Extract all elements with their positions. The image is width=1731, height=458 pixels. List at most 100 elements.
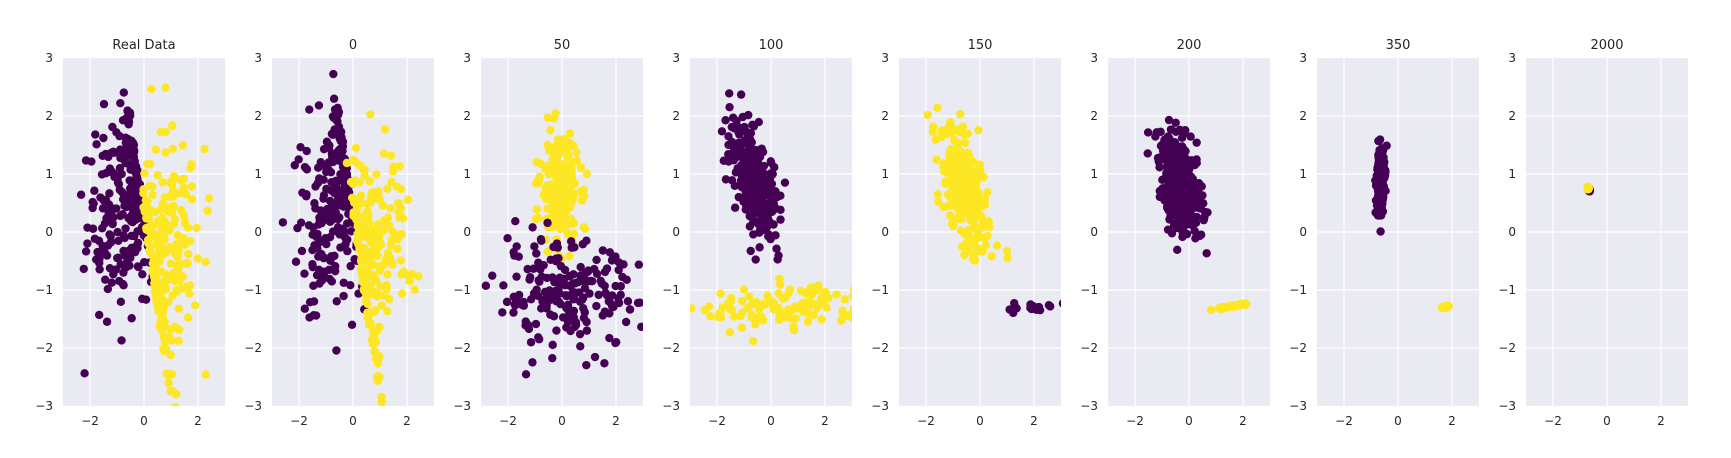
y-tick-label: −1 [1289,283,1307,297]
y-tick-label: 1 [1508,167,1516,181]
x-tick-label: 0 [1603,414,1611,428]
subplot-7: 2000 3 2 1 0 −1 −2 −3 −2 0 2 [1498,0,1731,458]
y-tick-label: −2 [662,341,680,355]
scatter-plot-area [1526,58,1688,406]
scatter-plot-area [63,58,225,406]
x-tick-label: 2 [1657,414,1665,428]
subplot-5: 200 3 2 1 0 −1 −2 −3 −2 0 2 [1080,0,1318,458]
x-tick-label: 0 [767,414,775,428]
y-tick-label: −1 [871,283,889,297]
y-tick-label: 1 [672,167,680,181]
x-tick-label: 2 [194,414,202,428]
x-tick-label: 0 [140,414,148,428]
x-tick-label: −2 [81,414,99,428]
x-tick-label: −2 [1544,414,1562,428]
subplot-title: 350 [1385,38,1411,53]
y-tick-label: 0 [45,225,53,239]
y-tick-label: −3 [1289,399,1307,413]
x-tick-label: 2 [1030,414,1038,428]
y-tick-label: 1 [463,167,471,181]
y-tick-label: −3 [453,399,471,413]
x-tick-label: −2 [708,414,726,428]
y-tick-label: 3 [463,51,471,65]
y-tick-label: 2 [45,109,53,123]
y-tick-label: 0 [1090,225,1098,239]
y-tick-label: 0 [672,225,680,239]
y-tick-label: 2 [1299,109,1307,123]
subplot-4: 150 3 2 1 0 −1 −2 −3 −2 0 2 [871,0,1109,458]
y-tick-label: 2 [463,109,471,123]
x-tick-label: 2 [1448,414,1456,428]
x-tick-label: 0 [558,414,566,428]
y-tick-label: 2 [254,109,262,123]
y-tick-label: 0 [881,225,889,239]
y-tick-label: −1 [244,283,262,297]
y-tick-label: −3 [662,399,680,413]
scatter-plot-area [1108,58,1270,406]
x-tick-label: 0 [976,414,984,428]
scatter-plot-area [690,58,852,406]
y-tick-label: −1 [1080,283,1098,297]
y-tick-label: 3 [1090,51,1098,65]
y-tick-label: 2 [672,109,680,123]
y-tick-label: −3 [35,399,53,413]
y-tick-label: 0 [254,225,262,239]
subplot-6: 350 3 2 1 0 −1 −2 −3 −2 0 2 [1289,0,1527,458]
x-tick-label: 0 [349,414,357,428]
x-tick-label: 2 [821,414,829,428]
x-tick-label: 2 [612,414,620,428]
y-tick-label: −3 [871,399,889,413]
y-tick-label: 2 [881,109,889,123]
subplot-1: 0 3 2 1 0 −1 −2 −3 −2 0 2 [244,0,482,458]
x-tick-label: 0 [1185,414,1193,428]
y-tick-label: −2 [871,341,889,355]
y-tick-label: 1 [1299,167,1307,181]
subplot-title: 2000 [1590,38,1624,53]
y-tick-label: −2 [35,341,53,355]
y-tick-label: −2 [244,341,262,355]
subplot-0: Real Data 3 2 1 0 −1 −2 −3 −2 0 2 [35,0,273,458]
y-tick-label: 3 [45,51,53,65]
scatter-plot-area [481,58,643,406]
x-tick-label: 2 [1239,414,1247,428]
scatter-plot-area [1317,58,1479,406]
y-tick-label: −3 [244,399,262,413]
y-tick-label: 0 [1299,225,1307,239]
x-tick-label: 0 [1394,414,1402,428]
subplot-2: 50 3 2 1 0 −1 −2 −3 −2 0 2 [453,0,691,458]
y-tick-label: −3 [1080,399,1098,413]
y-tick-label: −2 [1498,341,1516,355]
y-tick-label: −2 [1080,341,1098,355]
y-tick-label: 0 [1508,225,1516,239]
x-tick-label: 2 [403,414,411,428]
y-tick-label: −2 [453,341,471,355]
y-tick-label: 3 [881,51,889,65]
y-tick-label: 1 [881,167,889,181]
scatter-plot-area [272,58,434,406]
y-tick-label: −1 [453,283,471,297]
subplot-3: 100 3 2 1 0 −1 −2 −3 −2 0 2 [662,0,900,458]
scatter-plot-area [899,58,1061,406]
x-tick-label: −2 [499,414,517,428]
y-tick-label: −1 [1498,283,1516,297]
x-tick-label: −2 [1335,414,1353,428]
y-tick-label: 3 [254,51,262,65]
y-tick-label: 2 [1090,109,1098,123]
y-tick-label: 1 [1090,167,1098,181]
x-tick-label: −2 [290,414,308,428]
y-tick-label: −1 [35,283,53,297]
x-tick-label: −2 [1126,414,1144,428]
subplot-title: 150 [967,38,993,53]
y-tick-label: −1 [662,283,680,297]
subplot-title: 0 [348,38,358,53]
subplot-title: 200 [1176,38,1202,53]
y-tick-label: −2 [1289,341,1307,355]
y-tick-label: 3 [1508,51,1516,65]
subplot-title: 100 [758,38,784,53]
y-tick-label: 1 [45,167,53,181]
y-tick-label: 3 [1299,51,1307,65]
subplot-title: 50 [553,38,571,53]
x-tick-label: −2 [917,414,935,428]
subplot-title: Real Data [112,38,176,53]
y-tick-label: 0 [463,225,471,239]
